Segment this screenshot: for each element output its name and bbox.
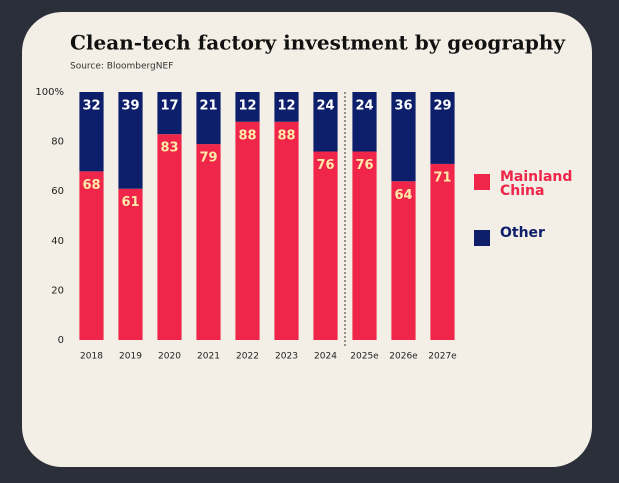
x-tick-label: 2025e	[350, 352, 379, 362]
legend-swatch	[474, 174, 490, 190]
y-tick-label: 20	[51, 285, 64, 296]
data-label: 12	[238, 99, 256, 114]
bar-segment	[313, 92, 338, 152]
data-label: 61	[121, 195, 139, 210]
bar-segment	[391, 181, 416, 340]
bar-segment	[352, 151, 377, 340]
bar-segment	[79, 171, 104, 340]
x-tick-label: 2019	[119, 352, 142, 362]
data-label: 79	[199, 151, 217, 166]
data-label: 39	[121, 99, 139, 114]
bar-segment	[352, 92, 377, 152]
x-tick-label: 2026e	[389, 352, 418, 362]
y-tick-label: 0	[58, 335, 64, 346]
x-tick-label: 2027e	[428, 352, 457, 362]
data-label: 21	[199, 99, 217, 114]
bar-segment	[157, 92, 182, 135]
data-label: 88	[277, 128, 295, 143]
y-tick-label: 40	[51, 236, 64, 247]
bar-segment	[235, 121, 260, 340]
bar-segment	[235, 92, 260, 122]
data-label: 68	[82, 178, 100, 193]
chart-card	[22, 12, 592, 467]
data-label: 71	[433, 170, 451, 185]
legend-label: Other	[500, 225, 545, 241]
bar-segment	[118, 188, 143, 340]
bar-segment	[196, 92, 221, 145]
bar-segment	[274, 121, 299, 340]
x-tick-label: 2021	[197, 352, 220, 362]
data-label: 24	[355, 99, 373, 114]
y-tick-label: 100%	[35, 87, 64, 98]
data-label: 83	[160, 141, 178, 156]
bar-segment	[430, 163, 455, 340]
x-tick-label: 2022	[236, 352, 259, 362]
x-tick-label: 2024	[314, 352, 337, 362]
bar-segment	[79, 92, 104, 172]
x-tick-label: 2020	[158, 352, 181, 362]
data-label: 32	[82, 99, 100, 114]
bar-segment	[274, 92, 299, 122]
data-label: 24	[316, 99, 334, 114]
legend-swatch	[474, 230, 490, 246]
source: Source: BloombergNEF	[70, 62, 173, 72]
x-tick-label: 2018	[80, 352, 103, 362]
data-label: 76	[316, 158, 334, 173]
bar-segment	[313, 151, 338, 340]
bar-segment	[196, 144, 221, 340]
legend-label: Mainland China	[500, 169, 573, 199]
bar-segment	[430, 92, 455, 164]
x-tick-label: 2023	[275, 352, 298, 362]
bar-segment	[391, 92, 416, 182]
data-label: 17	[160, 99, 178, 114]
data-label: 29	[433, 99, 451, 114]
chart-title: Clean-tech factory investment by geograp…	[70, 31, 566, 55]
y-tick-label: 60	[51, 186, 64, 197]
data-label: 36	[394, 99, 412, 114]
data-label: 76	[355, 158, 373, 173]
data-label: 64	[394, 188, 412, 203]
data-label: 12	[277, 99, 295, 114]
data-label: 88	[238, 128, 256, 143]
y-tick-label: 80	[51, 137, 64, 148]
bar-segment	[118, 92, 143, 189]
bar-segment	[157, 134, 182, 340]
